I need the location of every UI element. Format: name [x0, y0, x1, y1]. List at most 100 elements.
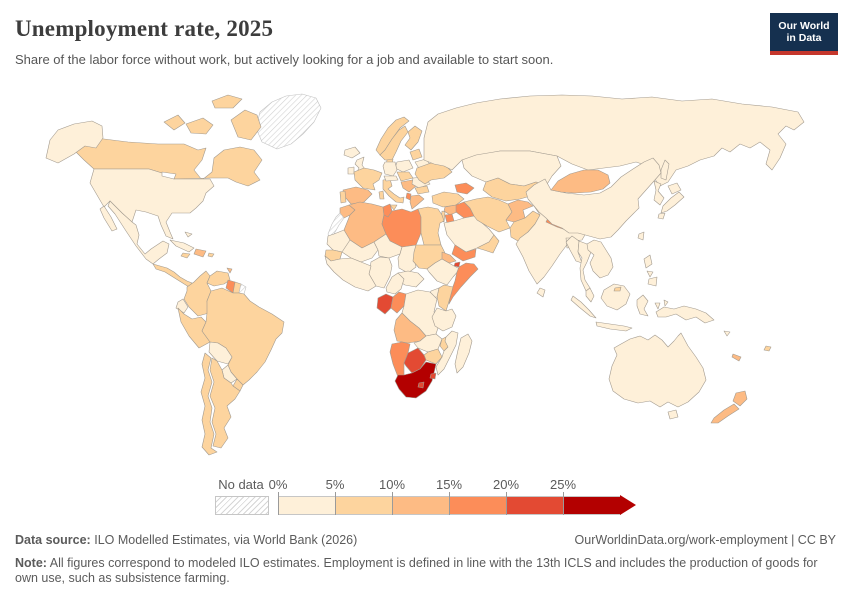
- country-myanmar[interactable]: [565, 235, 583, 264]
- country-eswatini[interactable]: [429, 372, 437, 380]
- country-brazil[interactable]: [201, 287, 285, 386]
- country-mongolia[interactable]: [550, 169, 611, 194]
- country-indonesia-java[interactable]: [595, 321, 633, 332]
- country-syria[interactable]: [443, 204, 460, 216]
- country-solomon-islands[interactable]: [723, 330, 731, 337]
- country-turkey[interactable]: [431, 191, 465, 208]
- country-indonesia-borneo[interactable]: [600, 283, 631, 311]
- country-italy-sardinia[interactable]: [378, 190, 385, 200]
- region-alpine[interactable]: [383, 175, 399, 182]
- country-puerto-rico[interactable]: [207, 252, 215, 258]
- country-canada[interactable]: [163, 114, 186, 131]
- region-central-america[interactable]: [152, 263, 193, 288]
- country-iceland[interactable]: [343, 146, 361, 159]
- country-madagascar[interactable]: [454, 333, 473, 374]
- country-mexico-baja[interactable]: [99, 205, 118, 232]
- country-tanzania[interactable]: [431, 307, 457, 332]
- country-sri-lanka[interactable]: [536, 287, 546, 298]
- country-usa-alaska[interactable]: [45, 120, 104, 164]
- country-russia[interactable]: [423, 94, 805, 187]
- country-argentina[interactable]: [209, 357, 241, 449]
- country-taiwan[interactable]: [637, 231, 645, 241]
- legend-swatch-0-5[interactable]: [278, 496, 336, 515]
- region-caucasus[interactable]: [454, 182, 475, 195]
- country-china[interactable]: [525, 157, 662, 240]
- country-russia-sakhalin[interactable]: [660, 159, 670, 181]
- country-new-caledonia[interactable]: [731, 353, 742, 362]
- country-cameroon[interactable]: [385, 272, 405, 295]
- country-greece[interactable]: [409, 194, 425, 210]
- country-mozambique[interactable]: [435, 330, 459, 376]
- country-australia[interactable]: [608, 332, 707, 408]
- country-eritrea[interactable]: [441, 251, 457, 264]
- country-gabon[interactable]: [376, 293, 394, 315]
- country-bolivia[interactable]: [208, 341, 233, 365]
- region-baltics[interactable]: [409, 148, 423, 161]
- country-japan-kyushu[interactable]: [657, 212, 666, 220]
- legend-no-data-swatch[interactable]: [215, 496, 269, 515]
- country-canada[interactable]: [185, 117, 214, 135]
- country-new-guinea[interactable]: [655, 305, 715, 324]
- country-france[interactable]: [353, 167, 383, 191]
- country-somalia[interactable]: [448, 262, 479, 305]
- country-brunei[interactable]: [613, 286, 622, 292]
- country-greenland[interactable]: [255, 93, 322, 150]
- country-albania[interactable]: [405, 192, 412, 201]
- country-korea[interactable]: [653, 180, 665, 206]
- country-indonesia-moluccas2[interactable]: [663, 299, 669, 307]
- country-poland[interactable]: [394, 159, 414, 173]
- country-cuba[interactable]: [169, 239, 195, 253]
- country-trinidad[interactable]: [226, 267, 233, 274]
- country-philippines-luzon[interactable]: [643, 254, 653, 269]
- country-spain[interactable]: [342, 186, 373, 205]
- region-west-africa[interactable]: [324, 255, 377, 292]
- country-angola[interactable]: [393, 312, 427, 344]
- country-japan-hokkaido[interactable]: [667, 182, 682, 195]
- country-venezuela[interactable]: [206, 270, 231, 287]
- legend-arrow: [620, 495, 636, 515]
- country-bahamas[interactable]: [184, 231, 193, 238]
- legend-swatch-5-10[interactable]: [336, 496, 393, 515]
- country-ireland[interactable]: [347, 166, 355, 175]
- country-italy-sicily[interactable]: [389, 204, 398, 211]
- legend-swatch-20-25[interactable]: [507, 496, 564, 515]
- country-new-zealand-north[interactable]: [732, 390, 748, 407]
- country-bulgaria[interactable]: [414, 185, 430, 195]
- country-hispaniola[interactable]: [193, 248, 207, 258]
- country-oman[interactable]: [476, 234, 500, 254]
- country-germany[interactable]: [382, 161, 398, 177]
- country-portugal[interactable]: [339, 190, 347, 204]
- country-canada[interactable]: [230, 109, 262, 141]
- country-indonesia-sumatra[interactable]: [570, 295, 597, 319]
- country-malaysia[interactable]: [585, 287, 595, 303]
- country-finland[interactable]: [404, 125, 423, 151]
- country-new-zealand-south[interactable]: [710, 403, 740, 424]
- country-indonesia-sulawesi[interactable]: [636, 294, 649, 317]
- country-mali[interactable]: [341, 239, 379, 263]
- country-namibia[interactable]: [389, 341, 411, 378]
- country-australia-tasmania[interactable]: [667, 409, 679, 420]
- country-indonesia-moluccas[interactable]: [654, 302, 661, 310]
- attribution-line: OurWorldinData.org/work-employment | CC …: [575, 533, 836, 547]
- country-chile[interactable]: [200, 352, 218, 456]
- legend-swatch-25plus[interactable]: [564, 496, 621, 515]
- owid-link[interactable]: OurWorldinData.org/work-employment: [574, 533, 788, 547]
- region-indochina[interactable]: [586, 239, 614, 279]
- legend-swatch-10-15[interactable]: [393, 496, 450, 515]
- country-italy[interactable]: [382, 178, 405, 204]
- legend-swatch-15-20[interactable]: [450, 496, 507, 515]
- country-philippines-mindanao[interactable]: [647, 276, 658, 287]
- country-afghanistan[interactable]: [505, 199, 534, 223]
- country-ethiopia[interactable]: [426, 258, 461, 286]
- country-canada[interactable]: [211, 94, 243, 109]
- region-central-europe[interactable]: [396, 171, 414, 182]
- country-yemen[interactable]: [451, 244, 477, 262]
- country-jamaica[interactable]: [180, 252, 191, 259]
- country-philippines-visayas[interactable]: [646, 270, 654, 278]
- country-mexico[interactable]: [107, 200, 170, 265]
- country-iran[interactable]: [463, 196, 513, 233]
- country-fiji[interactable]: [763, 345, 772, 352]
- country-japan-honshu[interactable]: [660, 191, 685, 214]
- country-lesotho[interactable]: [417, 381, 425, 389]
- country-egypt[interactable]: [417, 206, 445, 246]
